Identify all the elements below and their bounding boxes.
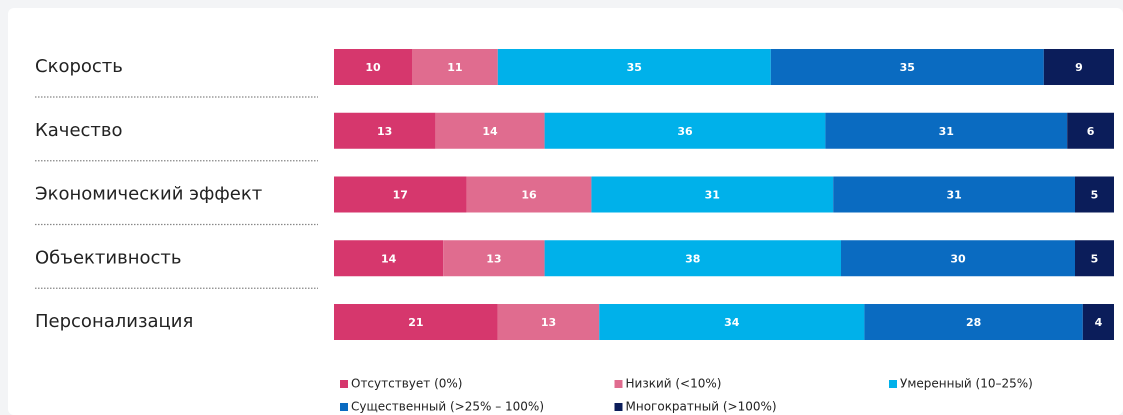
value-label: 16 [521,189,537,202]
value-label: 6 [1087,125,1095,138]
value-label: 14 [482,125,498,138]
value-label: 21 [408,316,423,329]
bar-segment [497,49,771,85]
bar-segment [544,112,826,149]
category-label: Персонализация [35,311,193,332]
value-label: 35 [627,61,642,74]
legend-label: Отсутствует (0%) [351,377,462,391]
category-label: Объективность [35,247,182,268]
value-label: 31 [939,125,954,138]
value-label: 4 [1095,316,1103,329]
bar-segment [544,240,841,277]
category-label: Экономический эффект [35,184,262,205]
bar-segment [1082,304,1114,340]
value-label: 13 [377,125,392,138]
bar-segment [497,304,600,340]
bar-segment [864,304,1083,340]
legend-swatch [614,380,623,388]
value-label: 9 [1075,61,1083,74]
legend-label: Существенный (>25% – 100%) [351,400,544,414]
bar-segment [334,240,444,277]
bar-segment [841,240,1075,277]
bar-segment [334,112,436,149]
value-label: 36 [677,125,693,138]
bar-segment [443,240,545,277]
bar-segment [770,49,1044,85]
value-label: 17 [393,189,408,202]
value-label: 34 [724,316,740,329]
bar-segment [435,112,545,149]
legend-swatch [340,380,348,388]
bar-segment [1075,176,1114,213]
value-label: 5 [1091,252,1099,265]
bar-segment [825,112,1068,149]
bar-segment [334,49,412,85]
legend-swatch [614,403,623,411]
bar-segment [412,49,498,85]
category-label: Качество [35,120,123,141]
bar-segment [334,304,498,340]
value-label: 13 [541,316,556,329]
value-label: 11 [447,61,462,74]
value-label: 10 [365,61,381,74]
legend-swatch [340,403,348,411]
legend-label: Умеренный (10–25%) [900,377,1033,391]
value-label: 13 [486,252,501,265]
value-label: 30 [950,252,966,265]
value-label: 38 [685,252,700,265]
category-label: Скорость [35,56,123,77]
legend-label: Низкий (<10%) [626,377,722,391]
bar-segment [833,176,1075,213]
value-label: 14 [381,252,397,265]
legend-swatch [889,380,897,388]
bar-segment [1075,240,1114,277]
bar-segment [1043,49,1114,85]
value-label: 35 [900,61,915,74]
bar-segment [591,176,834,213]
bar-segment [334,176,467,213]
value-label: 28 [966,316,981,329]
legend-label: Многократный (>100%) [626,400,777,414]
value-label: 31 [705,189,720,202]
bar-segment [1067,112,1114,149]
bar-segment [466,176,592,213]
bar-segment [599,304,865,340]
value-label: 5 [1091,189,1099,202]
value-label: 31 [946,189,961,202]
